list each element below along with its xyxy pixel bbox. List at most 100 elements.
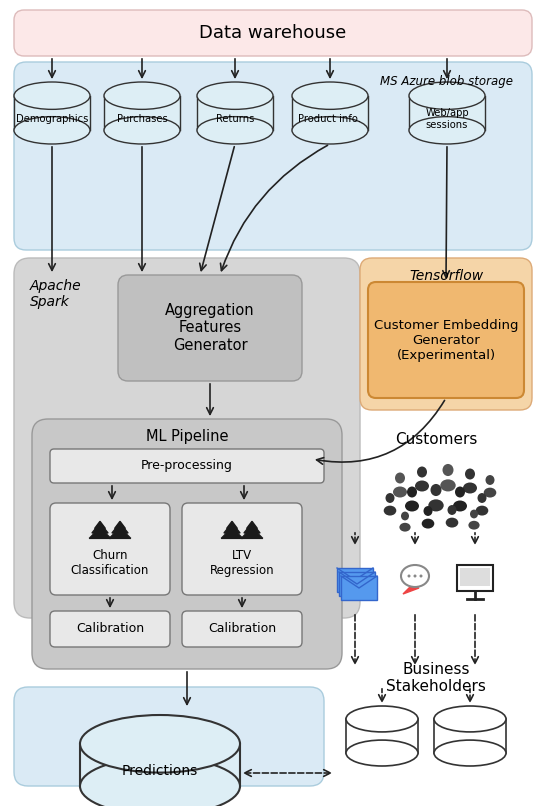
Text: Data warehouse: Data warehouse [199,24,347,42]
Bar [104,96,180,131]
Ellipse shape [401,565,429,587]
Ellipse shape [442,464,454,476]
Polygon shape [89,528,111,538]
Ellipse shape [385,493,395,503]
Ellipse shape [346,740,418,766]
Polygon shape [94,521,105,529]
Text: Demographics: Demographics [16,114,88,124]
FancyBboxPatch shape [118,275,302,381]
Ellipse shape [478,493,486,503]
Ellipse shape [413,575,417,578]
Ellipse shape [465,468,475,480]
Polygon shape [115,521,126,529]
FancyBboxPatch shape [14,687,324,786]
Ellipse shape [104,82,180,110]
Ellipse shape [400,523,411,532]
Ellipse shape [80,758,240,806]
Ellipse shape [104,117,180,144]
Text: Calibration: Calibration [208,622,276,635]
Bar [346,719,418,753]
Ellipse shape [476,505,488,516]
Text: MS Azure blob storage: MS Azure blob storage [379,76,513,89]
Ellipse shape [484,488,496,497]
Text: Churn
Classification: Churn Classification [71,549,149,577]
Ellipse shape [197,117,273,144]
FancyBboxPatch shape [50,611,170,647]
FancyBboxPatch shape [14,10,532,56]
Polygon shape [247,521,257,529]
FancyBboxPatch shape [339,572,375,596]
Polygon shape [112,523,128,533]
FancyBboxPatch shape [50,449,324,483]
Ellipse shape [405,501,419,512]
Polygon shape [224,523,240,533]
Ellipse shape [424,506,432,516]
Text: Web/app
sessions: Web/app sessions [425,108,469,130]
Ellipse shape [470,509,478,518]
FancyBboxPatch shape [182,503,302,595]
Text: Business
Stakeholders: Business Stakeholders [386,662,486,694]
Bar [197,96,273,131]
Ellipse shape [197,82,273,110]
FancyBboxPatch shape [14,258,360,618]
Ellipse shape [428,500,444,512]
Ellipse shape [401,512,409,521]
Ellipse shape [463,483,477,493]
Ellipse shape [14,82,90,110]
Bar [14,96,90,131]
Polygon shape [241,528,263,538]
Polygon shape [244,523,260,533]
FancyBboxPatch shape [14,62,532,250]
Ellipse shape [485,475,495,485]
Text: Customer Embedding
Generator
(Experimental): Customer Embedding Generator (Experiment… [374,318,518,362]
Ellipse shape [446,517,458,528]
Polygon shape [109,528,131,538]
FancyBboxPatch shape [50,503,170,595]
Text: Customers: Customers [395,433,477,447]
Ellipse shape [434,740,506,766]
Bar [292,96,368,131]
Ellipse shape [393,487,407,497]
Ellipse shape [415,480,429,492]
Ellipse shape [409,82,485,110]
Ellipse shape [14,117,90,144]
Text: Purchases: Purchases [117,114,168,124]
Ellipse shape [453,501,467,512]
Ellipse shape [468,521,479,530]
FancyBboxPatch shape [341,576,377,600]
Polygon shape [227,521,238,529]
FancyBboxPatch shape [360,258,532,410]
Ellipse shape [407,487,417,497]
Bar [80,744,240,786]
Bar [460,568,490,586]
Ellipse shape [292,82,368,110]
Text: Apache
Spark: Apache Spark [30,279,81,309]
Bar [409,96,485,131]
Ellipse shape [346,706,418,732]
Text: Aggregation
Features
Generator: Aggregation Features Generator [165,303,255,353]
Ellipse shape [419,575,423,578]
Bar [434,719,506,753]
Ellipse shape [407,575,411,578]
FancyBboxPatch shape [32,419,342,669]
Text: Product info.: Product info. [299,114,361,124]
Ellipse shape [434,706,506,732]
Ellipse shape [80,715,240,773]
Ellipse shape [292,117,368,144]
Text: Predictions: Predictions [122,764,198,778]
FancyBboxPatch shape [368,282,524,398]
Polygon shape [92,523,108,533]
Ellipse shape [417,467,427,477]
FancyBboxPatch shape [337,568,373,592]
Text: ML Pipeline: ML Pipeline [146,430,228,444]
Ellipse shape [430,484,442,496]
FancyBboxPatch shape [182,611,302,647]
Text: Tensorflow: Tensorflow [409,269,483,283]
Ellipse shape [440,480,456,492]
Text: Pre-processing: Pre-processing [141,459,233,472]
Ellipse shape [422,518,434,529]
Ellipse shape [384,505,396,516]
Polygon shape [221,528,243,538]
Text: LTV
Regression: LTV Regression [210,549,274,577]
Ellipse shape [448,505,456,515]
